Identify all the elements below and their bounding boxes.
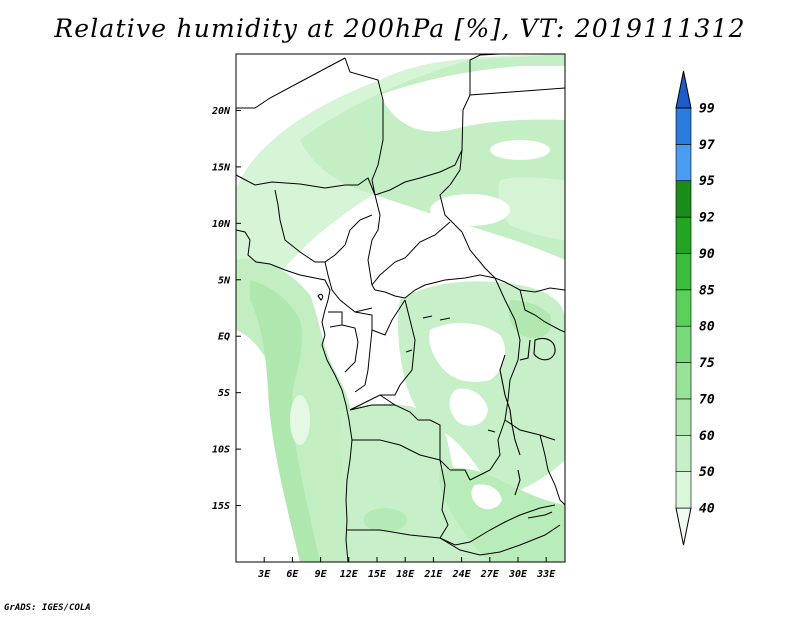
colorbar-label: 70 <box>699 392 715 407</box>
colorbar-segment <box>675 289 692 327</box>
colorbar-label: 60 <box>699 429 715 444</box>
lon-label: 18E <box>396 569 415 580</box>
colorbar-label: 99 <box>699 102 715 117</box>
colorbar-segment <box>675 216 692 254</box>
colorbar-label: 97 <box>699 138 715 153</box>
lon-label: 33E <box>536 569 556 580</box>
lon-label: 30E <box>508 569 528 580</box>
colorbar-label: 80 <box>699 320 715 335</box>
lat-label: 15S <box>212 501 230 512</box>
grads-credit: GrADS: IGES/COLA <box>4 603 91 613</box>
lat-label: 20N <box>211 106 231 117</box>
lon-label: 27E <box>480 569 500 580</box>
colorbar-label: 92 <box>699 211 715 226</box>
colorbar-segment <box>675 107 692 145</box>
lon-label: 9E <box>315 569 328 580</box>
colorbar-segment <box>675 434 692 472</box>
colorbar-label: 90 <box>699 247 715 262</box>
colorbar-segment <box>675 253 692 291</box>
lat-label: EQ <box>218 332 230 343</box>
colorbar-label: 75 <box>699 356 715 371</box>
colorbar-label: 40 <box>699 502 715 517</box>
lakes <box>317 293 556 519</box>
colorbar-lower-triangle <box>675 507 692 546</box>
colorbar-upper-triangle <box>675 70 692 109</box>
colorbar-segment <box>675 325 692 363</box>
colorbar-segment <box>675 471 692 509</box>
lon-label: 24E <box>452 569 472 580</box>
lat-label: 5S <box>218 388 230 399</box>
lat-label: 10S <box>212 445 230 456</box>
longitude-axis: 3E 6E 9E 12E 15E 18E 21E 24E 27E 30E 33E <box>257 557 556 580</box>
lon-label: 6E <box>286 569 299 580</box>
humidity-field <box>236 54 565 562</box>
chart-title: Relative humidity at 200hPa [%], VT: 201… <box>54 14 746 43</box>
lon-label: 21E <box>423 569 443 580</box>
lon-label: 15E <box>368 569 387 580</box>
country-borders <box>236 54 565 562</box>
colorbar-label: 85 <box>699 283 715 298</box>
lon-label: 3E <box>257 569 271 580</box>
colorbar-segment <box>675 398 692 436</box>
latitude-axis: 20N 15N 10N 5N EQ 5S 10S 15S <box>211 106 241 512</box>
colorbar-label: 50 <box>699 465 715 480</box>
colorbar: 40 50 60 70 75 80 85 90 92 95 97 99 <box>675 70 715 546</box>
lat-label: 10N <box>212 219 231 230</box>
colorbar-segment <box>675 180 692 218</box>
map-frame <box>235 53 566 563</box>
lat-label: 5N <box>218 275 231 286</box>
colorbar-segment <box>675 144 692 182</box>
lat-label: 15N <box>212 162 231 173</box>
colorbar-segment <box>675 362 692 400</box>
lon-label: 12E <box>340 569 359 580</box>
colorbar-label: 95 <box>699 174 715 189</box>
